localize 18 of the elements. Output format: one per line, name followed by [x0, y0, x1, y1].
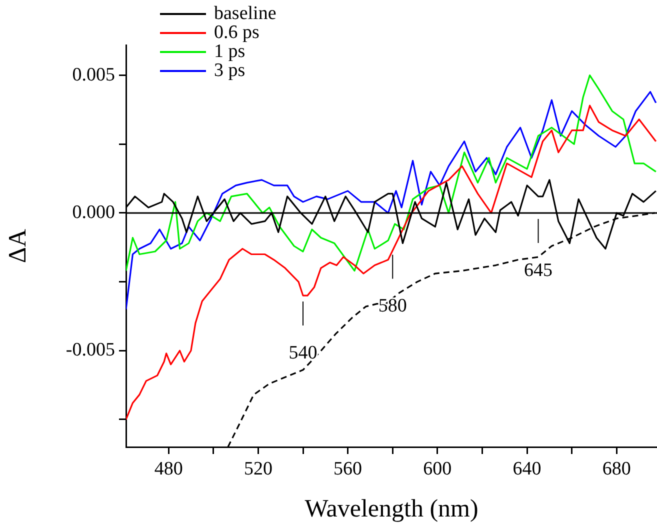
legend-label: 1 ps [214, 41, 246, 62]
x-tick-label: 600 [423, 458, 452, 480]
y-tick-label: 0.000 [72, 202, 115, 223]
legend-label: 0.6 ps [214, 22, 260, 43]
x-tick-label: 560 [334, 458, 362, 480]
legend-label: baseline [214, 3, 276, 24]
legend-label: 3 ps [214, 60, 246, 81]
y-tick-label: -0.005 [66, 340, 115, 361]
x-tick-label: 520 [244, 458, 272, 480]
y-tick-label: 0.005 [72, 64, 115, 86]
x-tick-label: 640 [512, 458, 542, 480]
x-tick-label: 680 [602, 458, 631, 480]
annotation: 580 [378, 296, 407, 317]
y-axis-title: ΔA [4, 228, 32, 264]
x-axis-title: Wavelength (nm) [304, 496, 478, 523]
x-tick-label: 480 [154, 458, 183, 480]
annotation: 645 [524, 260, 553, 281]
annotation: 540 [288, 342, 318, 364]
